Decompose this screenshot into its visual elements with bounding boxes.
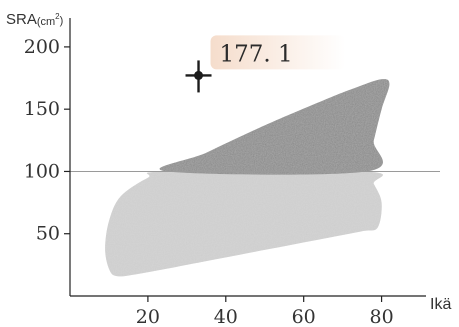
y-axis-title-main: SRA: [6, 11, 37, 28]
y-axis-title-close: ): [60, 15, 64, 27]
y-tick-label: 200: [24, 36, 60, 58]
y-tick-label: 100: [24, 160, 60, 182]
x-tick-label: 20: [136, 306, 160, 327]
x-tick-label: 60: [292, 306, 316, 327]
data-point-marker: [185, 60, 212, 93]
point-label-highlight: [210, 35, 346, 70]
reference-region-upper: [159, 79, 390, 175]
y-tick-label: 150: [24, 98, 60, 120]
y-axis-title-exponent: 2: [55, 12, 60, 21]
x-tick-label: 40: [214, 306, 238, 327]
x-ticks: 20 40 60 80: [136, 296, 394, 327]
reference-region: [105, 79, 390, 277]
data-point-label: 177. 1: [220, 41, 293, 67]
y-axis-title-unit: (cm: [37, 16, 55, 28]
x-tick-label: 80: [369, 306, 393, 327]
x-axis-title: Ikä: [430, 296, 451, 313]
marker-dot: [194, 70, 204, 80]
y-ticks: 50 100 150 200: [24, 36, 70, 245]
y-axis-title: SRA(cm2): [6, 11, 63, 28]
y-tick-label: 50: [36, 223, 60, 245]
reference-region-lower: [105, 170, 383, 277]
